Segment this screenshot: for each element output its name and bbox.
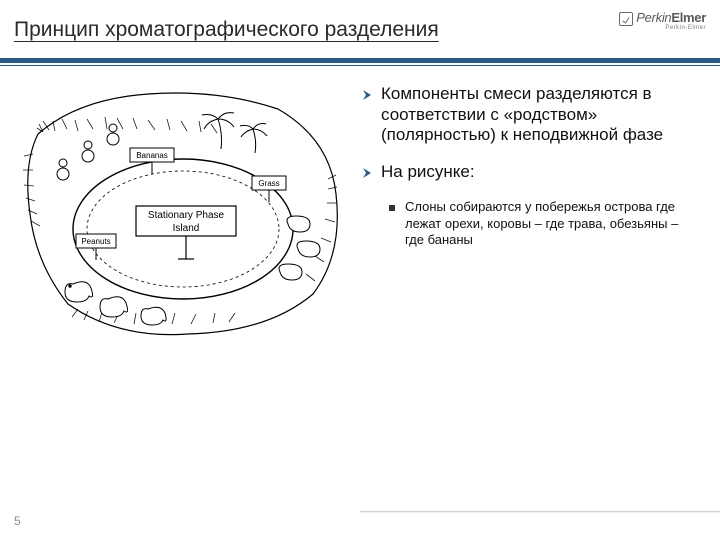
logo-prefix: Perkin <box>636 10 671 25</box>
sign-peanuts: Peanuts <box>81 237 110 246</box>
slide-title: Принцип хроматографического разделения <box>14 18 439 42</box>
sign-grass: Grass <box>258 179 279 188</box>
island-label-1: Stationary Phase <box>148 210 225 221</box>
arrow-icon <box>361 89 373 101</box>
sub-bullet-1-text: Слоны собираются у побережья острова где… <box>405 199 690 249</box>
bullet-1: Компоненты смеси разделяются в соответст… <box>361 84 690 146</box>
island-illustration: Stationary Phase Island Peanuts Bananas <box>18 84 348 344</box>
sign-bananas: Bananas <box>136 151 168 160</box>
sub-bullet-1: Слоны собираются у побережья острова где… <box>389 199 690 249</box>
arrow-icon <box>361 167 373 179</box>
illustration-column: Stationary Phase Island Peanuts Bananas <box>0 78 355 344</box>
island-label-2: Island <box>173 223 200 234</box>
bullet-2: На рисунке: <box>361 162 690 183</box>
bullet-2-text: На рисунке: <box>381 162 475 183</box>
logo-suffix: Elmer <box>671 10 706 25</box>
content-area: Stationary Phase Island Peanuts Bananas <box>0 78 720 344</box>
brand-logo: PerkinElmer Perkin-Elmer <box>619 10 706 31</box>
square-bullet-icon <box>389 205 395 211</box>
footer-divider <box>360 511 720 512</box>
text-column: Компоненты смеси разделяются в соответст… <box>355 78 720 344</box>
slide-header: Принцип хроматографического разделения P… <box>0 0 720 58</box>
page-number: 5 <box>14 514 21 528</box>
logo-mark-icon <box>619 12 633 26</box>
bullet-1-text: Компоненты смеси разделяются в соответст… <box>381 84 690 146</box>
header-divider <box>0 58 720 67</box>
